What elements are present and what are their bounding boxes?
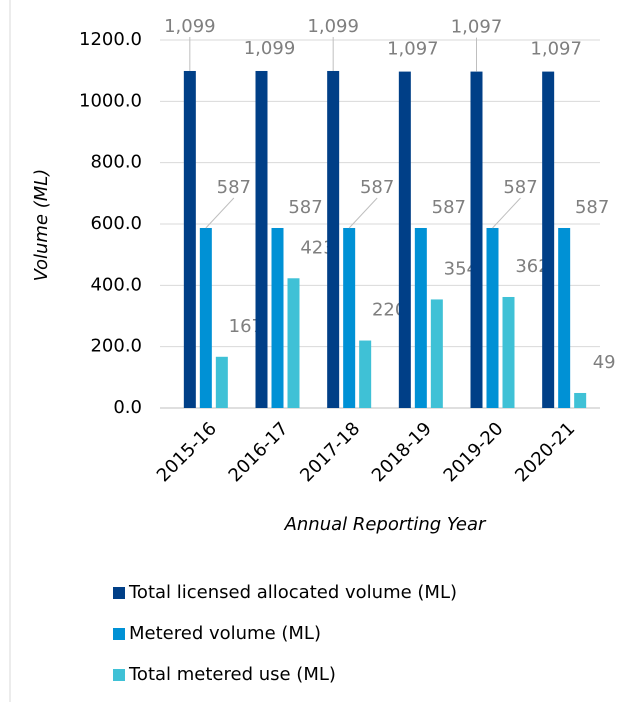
leader-line <box>205 197 235 229</box>
y-tick-label: 200.0 <box>90 336 142 357</box>
value-label: 49 <box>593 352 616 373</box>
x-tick-label: 2016-17 <box>225 418 293 486</box>
value-label: 587 <box>217 177 251 198</box>
bar <box>327 70 340 409</box>
value-label: 1,099 <box>164 16 216 37</box>
bar <box>430 299 443 408</box>
x-tick-label: 2018-19 <box>368 418 436 486</box>
value-label: 1,099 <box>244 38 296 59</box>
bar <box>215 356 228 408</box>
bar <box>255 70 268 409</box>
x-tick-label: 2017-18 <box>296 418 364 486</box>
legend-swatch <box>113 628 125 640</box>
value-label: 1,097 <box>451 17 503 38</box>
value-label: 587 <box>288 197 322 218</box>
value-label: 587 <box>360 177 394 198</box>
bar <box>199 227 212 408</box>
legend-swatch <box>113 587 125 599</box>
value-label: 167 <box>229 316 263 337</box>
bar <box>486 227 499 408</box>
bar <box>542 71 555 408</box>
legend-label: Metered volume (ML) <box>129 623 321 644</box>
bar <box>574 392 587 408</box>
bar <box>343 227 356 408</box>
value-label: 1,097 <box>387 39 439 60</box>
y-tick-label: 0.0 <box>113 397 142 418</box>
bar <box>502 296 515 408</box>
x-tick-label: 2020-21 <box>511 418 579 486</box>
x-tick-label: 2019-20 <box>440 418 508 486</box>
y-tick-label: 1200.0 <box>79 29 142 50</box>
legend-swatch <box>113 669 125 681</box>
value-label: 354 <box>444 258 478 279</box>
value-label: 1,099 <box>307 16 359 37</box>
value-label: 587 <box>503 177 537 198</box>
x-tick-label: 2015-16 <box>153 418 221 486</box>
bar <box>183 70 196 409</box>
value-label: 423 <box>300 237 334 258</box>
y-tick-label: 600.0 <box>90 213 142 234</box>
value-label: 362 <box>515 256 549 277</box>
bar <box>359 340 372 408</box>
bar <box>398 71 411 408</box>
leader-line <box>348 197 378 229</box>
value-label: 587 <box>575 197 609 218</box>
value-label: 587 <box>432 197 466 218</box>
y-tick-label: 400.0 <box>90 274 142 295</box>
value-label: 1,097 <box>530 39 582 60</box>
y-axis-title: Volume (ML) <box>31 169 52 282</box>
bar <box>414 227 427 408</box>
legend-label: Total metered use (ML) <box>128 664 336 685</box>
leader-line <box>492 197 521 229</box>
y-tick-label: 800.0 <box>90 152 142 173</box>
bar <box>287 278 300 408</box>
bar <box>271 227 284 408</box>
value-label: 220 <box>372 300 406 321</box>
legend-label: Total licensed allocated volume (ML) <box>128 582 457 603</box>
bar <box>558 227 571 408</box>
y-tick-label: 1000.0 <box>79 90 142 111</box>
bar <box>470 71 483 408</box>
x-axis-title: Annual Reporting Year <box>284 514 487 535</box>
